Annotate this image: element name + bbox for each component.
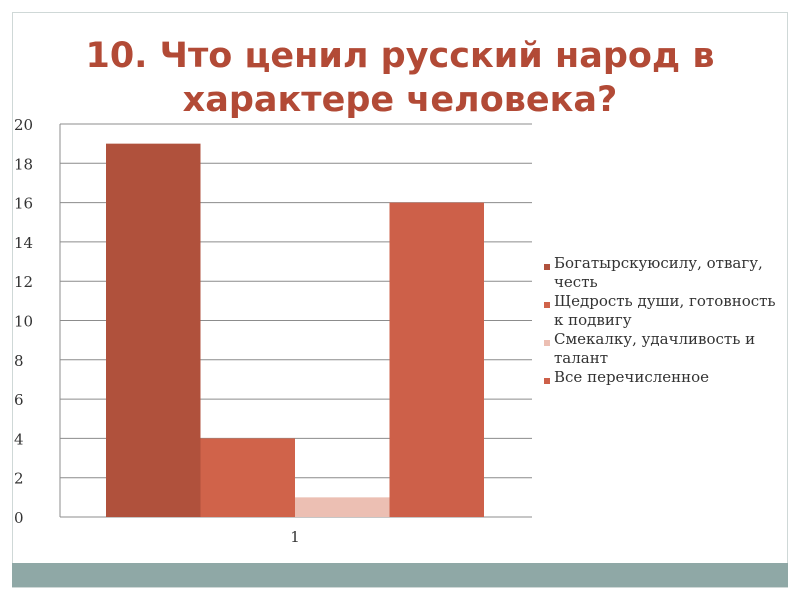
y-tick-label: 18 <box>14 155 33 173</box>
bar <box>295 497 390 517</box>
bar <box>106 143 201 517</box>
chart-legend: Богатырскуюсилу, отвагу, честь Щедрость д… <box>544 254 784 387</box>
legend-label: Щедрость души, готовность к подвигу <box>554 292 776 329</box>
y-tick-label: 20 <box>14 116 33 134</box>
legend-label: Все перечисленное <box>554 368 710 386</box>
bar <box>389 202 484 517</box>
y-tick-label: 4 <box>14 430 24 448</box>
title-line-2: характере человека? <box>182 80 618 120</box>
bar <box>200 438 295 517</box>
legend-swatch <box>544 302 550 308</box>
y-tick-label: 2 <box>14 470 24 488</box>
y-tick-label: 12 <box>14 273 33 291</box>
y-tick-label: 0 <box>14 509 24 527</box>
y-tick-label: 8 <box>14 352 24 370</box>
x-tick-label: 1 <box>290 528 300 546</box>
legend-swatch <box>544 264 550 270</box>
legend-swatch <box>544 340 550 346</box>
y-tick-label: 6 <box>14 391 24 409</box>
legend-item: Все перечисленное <box>544 368 784 387</box>
legend-item: Богатырскуюсилу, отвагу, честь <box>544 254 784 292</box>
y-tick-label: 16 <box>14 195 33 213</box>
legend-swatch <box>544 378 550 384</box>
legend-label: Богатырскуюсилу, отвагу, честь <box>554 254 763 291</box>
y-tick-label: 14 <box>14 234 33 252</box>
footer-bar <box>12 563 788 587</box>
y-tick-label: 10 <box>14 313 33 331</box>
title-line-1: 10. Что ценил русский народ в <box>85 36 715 76</box>
legend-item: Щедрость души, готовность к подвигу <box>544 292 784 330</box>
legend-item: Смекалку, удачливость и талант <box>544 330 784 368</box>
slide-title: 10. Что ценил русский народ в характере … <box>12 34 788 122</box>
legend-label: Смекалку, удачливость и талант <box>554 330 756 367</box>
